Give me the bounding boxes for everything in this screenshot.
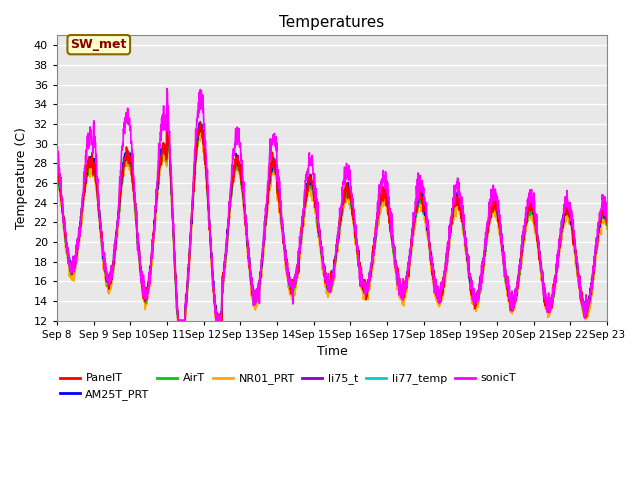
Title: Temperatures: Temperatures (279, 15, 385, 30)
sonicT (360, 280, 368, 286)
li77_temp (492, 204, 500, 210)
NR01_PRT (570, 248, 578, 254)
AM25T_PRT (603, 209, 611, 215)
Line: AM25T_PRT: AM25T_PRT (57, 111, 607, 321)
li75_t (555, 249, 563, 255)
AirT (163, 109, 171, 115)
sonicT (163, 85, 171, 91)
li77_temp (570, 241, 578, 247)
li75_t (163, 108, 171, 113)
sonicT (207, 242, 214, 248)
NR01_PRT (603, 226, 611, 232)
NR01_PRT (492, 207, 500, 213)
AM25T_PRT (555, 246, 563, 252)
AirT (555, 252, 563, 258)
NR01_PRT (555, 253, 563, 259)
PanelT (53, 161, 61, 167)
li75_t (570, 239, 578, 245)
AirT (348, 208, 356, 214)
sonicT (492, 193, 500, 199)
Line: li75_t: li75_t (57, 110, 607, 321)
NR01_PRT (348, 211, 356, 216)
AM25T_PRT (174, 318, 182, 324)
li75_t (603, 213, 611, 218)
AirT (492, 203, 500, 209)
li75_t (348, 207, 356, 213)
PanelT (163, 110, 171, 116)
NR01_PRT (360, 292, 368, 298)
AM25T_PRT (570, 234, 578, 240)
AirT (53, 167, 61, 172)
PanelT (492, 199, 500, 204)
li75_t (174, 318, 182, 324)
li77_temp (603, 215, 611, 220)
PanelT (555, 249, 563, 255)
Line: AirT: AirT (57, 112, 607, 321)
li75_t (360, 281, 368, 287)
AirT (207, 248, 214, 253)
AM25T_PRT (163, 108, 171, 114)
li77_temp (555, 245, 563, 251)
li77_temp (175, 318, 182, 324)
NR01_PRT (163, 114, 171, 120)
sonicT (555, 238, 563, 244)
PanelT (570, 232, 578, 238)
li77_temp (207, 240, 214, 246)
NR01_PRT (174, 318, 182, 324)
PanelT (175, 318, 182, 324)
AirT (603, 219, 611, 225)
PanelT (603, 219, 611, 225)
sonicT (174, 318, 182, 324)
Line: PanelT: PanelT (57, 113, 607, 321)
X-axis label: Time: Time (317, 345, 348, 358)
li75_t (492, 207, 500, 213)
AM25T_PRT (360, 285, 368, 290)
AirT (174, 318, 182, 324)
AM25T_PRT (207, 243, 214, 249)
PanelT (207, 244, 214, 250)
Line: li77_temp: li77_temp (57, 116, 607, 321)
li75_t (53, 160, 61, 166)
sonicT (603, 215, 611, 221)
Text: SW_met: SW_met (70, 38, 127, 51)
PanelT (360, 288, 368, 293)
Line: NR01_PRT: NR01_PRT (57, 117, 607, 321)
li75_t (207, 241, 214, 247)
AM25T_PRT (348, 202, 356, 207)
AirT (570, 238, 578, 243)
NR01_PRT (207, 247, 214, 252)
Line: sonicT: sonicT (57, 88, 607, 321)
sonicT (570, 228, 578, 234)
NR01_PRT (53, 171, 61, 177)
Legend: PanelT, AM25T_PRT, AirT, NR01_PRT, li75_t, li77_temp, sonicT: PanelT, AM25T_PRT, AirT, NR01_PRT, li75_… (56, 369, 520, 404)
sonicT (348, 192, 356, 198)
PanelT (348, 209, 356, 215)
AM25T_PRT (492, 205, 500, 211)
li77_temp (348, 203, 356, 209)
AirT (360, 286, 368, 291)
li77_temp (360, 288, 368, 294)
sonicT (53, 144, 61, 150)
li77_temp (163, 113, 171, 119)
li77_temp (53, 163, 61, 168)
Y-axis label: Temperature (C): Temperature (C) (15, 127, 28, 229)
AM25T_PRT (53, 164, 61, 170)
